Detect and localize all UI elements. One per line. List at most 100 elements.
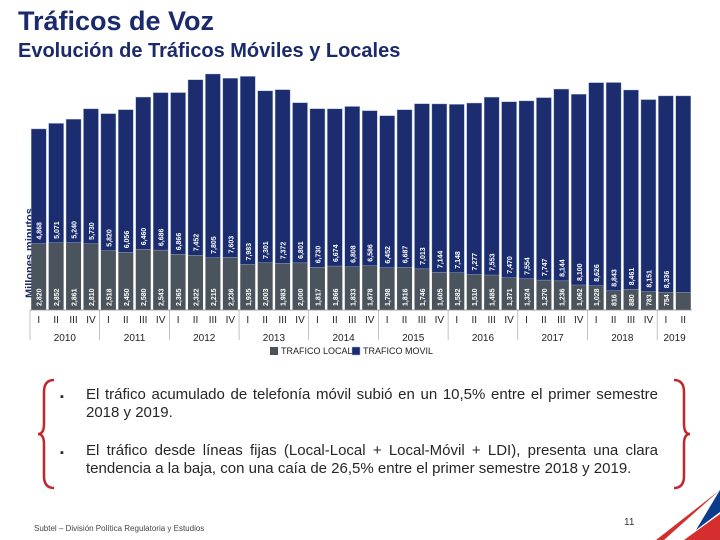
bullet-text: El tráfico desde líneas fijas (Local-Loc… xyxy=(86,442,658,477)
value-label-movil: 8,151 xyxy=(646,270,653,288)
bar-local xyxy=(309,267,325,310)
value-label-movil: 7,470 xyxy=(507,256,514,274)
bar-movil xyxy=(327,108,343,267)
quarter-tick-label: III xyxy=(69,315,77,326)
quarter-tick-label: II xyxy=(541,315,547,326)
value-label-local: 1,798 xyxy=(385,288,392,306)
bar-local xyxy=(135,249,151,310)
quarter-tick-label: IV xyxy=(86,315,96,326)
bullet-marker: ▪ xyxy=(60,447,64,459)
value-label-movil: 6,801 xyxy=(298,241,305,259)
bar-movil xyxy=(222,78,239,258)
value-label-local: 2,003 xyxy=(263,288,270,306)
left-brace-decoration xyxy=(37,378,55,490)
value-label-local: 1,866 xyxy=(333,288,340,306)
quarter-tick-label: IV xyxy=(365,315,375,326)
bar-movil xyxy=(362,110,378,266)
bar-movil xyxy=(518,100,535,280)
value-label-local: 2,861 xyxy=(72,288,79,306)
year-tick-label: 2013 xyxy=(263,333,286,344)
bar-local xyxy=(675,292,691,310)
bar-movil xyxy=(187,79,204,256)
value-label-movil: 7,554 xyxy=(525,257,532,275)
bar-local xyxy=(292,262,308,310)
bar-local xyxy=(536,280,552,310)
bullet-item: ▪ El tráfico acumulado de telefonía móvi… xyxy=(60,386,658,422)
value-label-local: 2,580 xyxy=(141,288,148,306)
quarter-tick-label: III xyxy=(278,315,286,326)
bar-movil xyxy=(135,96,151,250)
value-label-local: 2,450 xyxy=(124,288,131,306)
value-label-movil: 7,747 xyxy=(542,258,549,276)
quarter-tick-label: III xyxy=(557,315,565,326)
value-label-movil: 8,461 xyxy=(629,268,636,286)
bar-movil xyxy=(379,115,395,268)
quarter-tick-label: IV xyxy=(644,315,654,326)
bar-local xyxy=(501,277,517,310)
value-label-local: 880 xyxy=(629,294,636,306)
footer-source: Subtel – División Política Regulatoria y… xyxy=(34,524,205,533)
value-label-movil: 6,687 xyxy=(403,246,410,264)
quarter-tick-label: I xyxy=(246,315,249,326)
value-label-movil: 6,674 xyxy=(333,244,340,262)
value-label-local: 1,062 xyxy=(577,288,584,306)
value-label-movil: 7,148 xyxy=(455,251,462,269)
quarter-tick-label: I xyxy=(107,315,110,326)
value-label-local: 1,605 xyxy=(437,288,444,306)
bar-local xyxy=(66,242,82,310)
year-tick-label: 2019 xyxy=(663,333,686,344)
value-label-local: 1,816 xyxy=(403,288,410,306)
value-label-movil: 6,866 xyxy=(176,233,183,251)
year-tick-label: 2015 xyxy=(402,333,425,344)
bar-movil xyxy=(605,82,622,291)
bar-local xyxy=(327,266,343,310)
bar-movil xyxy=(118,109,134,253)
value-label-local: 1,371 xyxy=(507,288,514,306)
quarter-tick-label: II xyxy=(53,315,59,326)
value-label-movil: 7,452 xyxy=(194,234,201,252)
value-label-local: 1,485 xyxy=(490,288,497,306)
bar-local xyxy=(519,278,534,310)
quarter-tick-label: II xyxy=(123,315,129,326)
legend: TRAFICO LOCAL TRAFICO MOVIL xyxy=(270,346,433,356)
value-label-movil: 6,460 xyxy=(141,228,148,246)
bar-local xyxy=(153,250,169,310)
bar-local xyxy=(31,243,47,310)
value-label-local: 2,365 xyxy=(176,288,183,306)
labels-layer: 2,820 4,868 2,852 5,071 2,861 5,240 2,810 5,730… xyxy=(37,221,671,306)
bar-local xyxy=(658,292,674,310)
value-label-local: 1,817 xyxy=(315,288,322,306)
bar-movil xyxy=(83,108,99,245)
value-label-local: 2,543 xyxy=(159,288,166,306)
year-tick-label: 2011 xyxy=(124,333,146,344)
value-label-movil: 8,100 xyxy=(577,263,584,281)
bar-movil xyxy=(571,94,587,286)
bar-local xyxy=(344,266,360,310)
value-label-movil: 8,626 xyxy=(594,264,601,282)
bar-movil xyxy=(431,103,448,273)
bar-movil xyxy=(170,92,186,255)
legend-label-local: TRAFICO LOCAL xyxy=(281,346,353,356)
value-label-local: 2,322 xyxy=(194,288,201,306)
year-tick-label: 2010 xyxy=(54,333,77,344)
quarter-tick-label: I xyxy=(455,315,458,326)
legend-label-movil: TRAFICO MOVIL xyxy=(363,346,433,356)
value-label-movil: 8,336 xyxy=(664,271,671,289)
value-label-movil: 7,301 xyxy=(263,241,270,259)
value-label-local: 2,852 xyxy=(54,288,61,306)
value-label-local: 1,878 xyxy=(368,288,375,306)
legend-swatch-movil xyxy=(351,346,361,356)
bar-movil xyxy=(640,99,657,292)
value-label-local: 2,810 xyxy=(89,288,96,306)
bar-movil xyxy=(536,97,552,281)
legend-swatch-local xyxy=(270,347,278,355)
bar-movil xyxy=(274,89,291,264)
bar-movil xyxy=(396,109,413,268)
bar-movil xyxy=(48,123,64,244)
quarter-tick-label: IV xyxy=(435,315,445,326)
value-label-local: 2,000 xyxy=(298,288,305,306)
quarter-tick-label: IV xyxy=(504,315,514,326)
bar-movil xyxy=(65,118,82,243)
bar-movil xyxy=(553,88,570,282)
year-tick-label: 2016 xyxy=(472,333,495,344)
